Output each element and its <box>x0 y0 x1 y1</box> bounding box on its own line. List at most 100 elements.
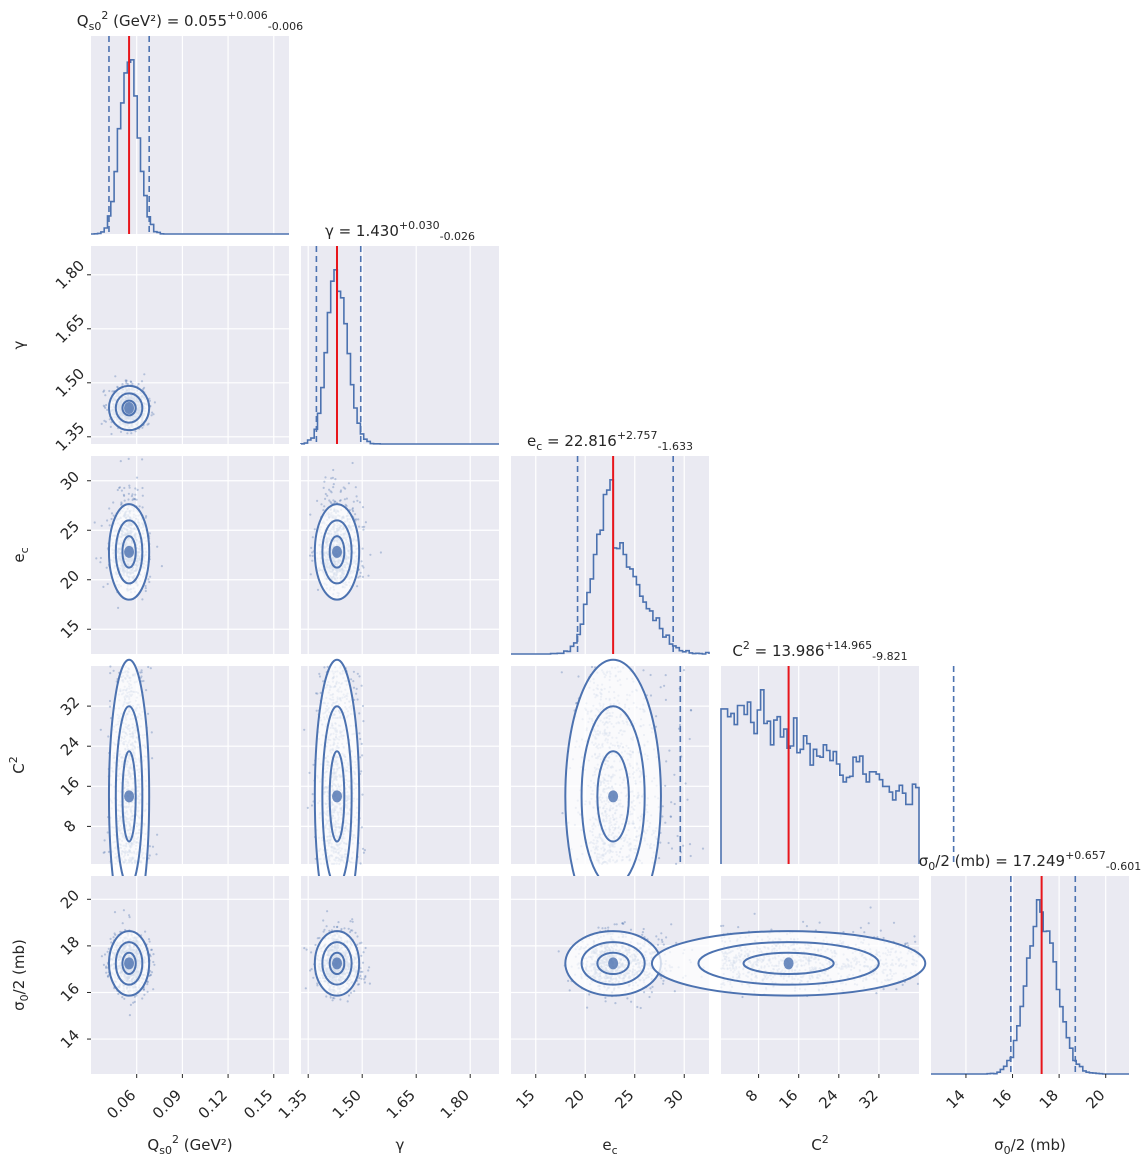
sample-point <box>361 564 364 568</box>
sample-point <box>119 430 123 433</box>
panel-title: ec = 22.816+2.757-1.633 <box>527 429 693 453</box>
sample-point <box>358 712 361 715</box>
marginal-panel-2 <box>511 456 710 655</box>
sample-point <box>355 687 358 691</box>
sample-point <box>364 521 367 524</box>
sample-point <box>147 665 150 669</box>
sample-point <box>310 546 313 550</box>
sample-point <box>108 389 111 393</box>
sample-point <box>103 851 106 854</box>
sample-point <box>106 519 109 522</box>
sample-point <box>357 576 360 579</box>
sample-point <box>124 379 127 382</box>
sample-point <box>142 679 145 683</box>
sample-point <box>106 831 109 834</box>
sample-point <box>144 587 147 590</box>
sample-point <box>151 411 154 414</box>
panel-title: γ = 1.430+0.030-0.026 <box>325 219 475 243</box>
sample-point <box>144 589 147 593</box>
sample-point <box>324 497 327 500</box>
sample-point <box>143 386 146 389</box>
sample-point <box>363 849 366 852</box>
sample-point <box>146 423 149 426</box>
sample-point <box>661 815 664 818</box>
sample-point <box>361 754 364 757</box>
sample-point <box>151 845 155 848</box>
sample-point <box>590 665 594 669</box>
sample-point <box>100 422 103 425</box>
sample-point <box>116 385 119 388</box>
sample-point <box>334 500 337 503</box>
sample-point <box>148 845 151 848</box>
sample-point <box>347 482 350 485</box>
sample-point <box>361 547 364 550</box>
sample-point <box>122 493 125 496</box>
sample-point <box>361 575 364 579</box>
sample-point <box>331 476 334 479</box>
sample-point <box>358 675 361 678</box>
sample-point <box>134 430 137 433</box>
sample-point <box>127 492 130 495</box>
sample-point <box>121 383 124 386</box>
sample-point <box>357 518 360 521</box>
joint-panel-1-0 <box>91 246 289 444</box>
sample-point <box>358 525 361 528</box>
sample-point <box>110 512 114 515</box>
joint-panel-2-1 <box>301 456 499 654</box>
sample-point <box>136 488 139 491</box>
sample-point <box>354 513 357 516</box>
sample-point <box>149 575 152 578</box>
sample-point <box>338 499 342 502</box>
sample-point <box>144 516 147 519</box>
sample-point <box>352 686 356 689</box>
sample-point <box>577 675 580 678</box>
sample-point <box>665 760 668 763</box>
sample-point <box>111 390 114 393</box>
title-fragment: (GeV²) = 0.055 <box>108 12 227 30</box>
sample-point <box>109 665 112 668</box>
sample-point <box>332 486 335 489</box>
title-fragment: -0.026 <box>440 230 475 243</box>
sample-point <box>309 554 312 557</box>
sample-point <box>105 403 108 407</box>
density-peak <box>332 545 342 558</box>
title-fragment: Q <box>77 12 89 30</box>
sample-point <box>642 669 645 672</box>
sample-point <box>142 388 145 391</box>
sample-point <box>114 375 117 378</box>
sample-point <box>332 499 335 502</box>
sample-point <box>352 680 355 683</box>
sample-point <box>133 498 136 501</box>
sample-point <box>147 712 150 715</box>
sample-point <box>303 728 306 731</box>
title-fragment: 2 <box>101 9 108 22</box>
sample-point <box>112 514 115 517</box>
sample-point <box>351 507 354 510</box>
sample-point <box>99 556 102 560</box>
density-contour <box>121 399 137 417</box>
sample-point <box>309 513 312 516</box>
sample-point <box>351 461 354 465</box>
sample-point <box>104 406 107 409</box>
sample-point <box>332 468 335 472</box>
sample-point <box>360 742 363 746</box>
sample-point <box>153 401 156 404</box>
sample-point <box>313 528 316 531</box>
sample-point <box>131 498 134 502</box>
sample-point <box>355 495 358 498</box>
sample-point <box>120 489 123 492</box>
sample-point <box>675 862 678 866</box>
sample-point <box>150 414 153 417</box>
sample-point <box>148 397 151 400</box>
sample-point <box>306 806 309 810</box>
sample-point <box>160 565 163 568</box>
sample-point <box>123 486 126 490</box>
title-fragment: = 22.816 <box>542 432 617 450</box>
marginal-panel-1 <box>300 246 499 445</box>
density-peak <box>124 790 135 803</box>
sample-point <box>133 498 137 501</box>
sample-point <box>141 426 144 429</box>
sample-point <box>350 678 353 681</box>
sample-point <box>362 851 365 854</box>
